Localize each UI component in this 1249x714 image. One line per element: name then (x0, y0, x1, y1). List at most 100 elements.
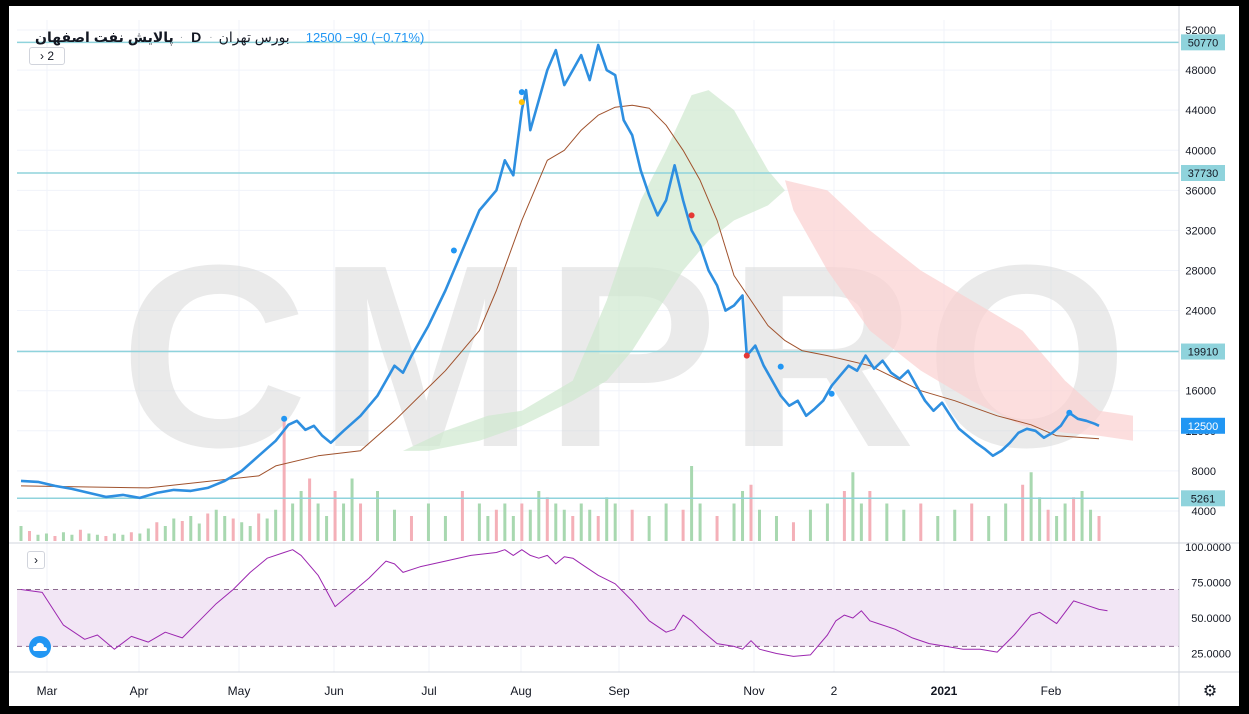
volume-bar (214, 509, 218, 541)
volume-bar (316, 503, 320, 541)
volume-bar (376, 491, 380, 541)
price-tick-label: 8000 (1192, 466, 1216, 478)
level-badge-label: 12500 (1188, 421, 1219, 433)
level-badge (1181, 490, 1225, 507)
time-tick-label: Apr (130, 684, 149, 698)
volume-bar (503, 503, 507, 541)
volume-bar (240, 522, 244, 541)
price-values: 12500 −90 (−0.71%) (306, 30, 425, 45)
price-tick-label: 16000 (1185, 386, 1216, 398)
signal-marker (450, 247, 457, 254)
signal-marker (518, 89, 525, 96)
volume-bar (36, 534, 40, 541)
volume-bar (732, 503, 736, 541)
volume-bar (664, 503, 668, 541)
volume-bar (248, 526, 252, 541)
symbol-name[interactable]: پالایش نفت اصفهان (35, 28, 174, 45)
volume-bar (698, 503, 702, 541)
timeframe-label[interactable]: D (191, 29, 202, 45)
volume-bar (842, 491, 846, 541)
volume-bar (112, 533, 116, 541)
volume-bar (936, 516, 940, 541)
volume-bar (630, 509, 634, 541)
signal-marker (688, 212, 695, 219)
time-tick-label: Sep (608, 684, 630, 698)
rsi-pane (9, 542, 1239, 657)
volume-bar (528, 509, 532, 541)
chevron-right-icon: › (39, 49, 44, 63)
volume-bar (1080, 491, 1084, 541)
volume-bar (426, 503, 430, 541)
volume-bar (953, 509, 957, 541)
volume-bar (1055, 516, 1059, 541)
volume-bar (189, 516, 193, 541)
time-tick-label: 2 (831, 684, 838, 698)
volume-bar (554, 503, 558, 541)
volume-bar (180, 521, 184, 541)
price-tick-label: 48000 (1185, 65, 1216, 77)
volume-bar (443, 516, 447, 541)
volume-bar (1004, 503, 1008, 541)
volume-bar (970, 503, 974, 541)
signal-marker (828, 390, 835, 397)
volume-bar (1029, 472, 1033, 541)
signal-marker (743, 352, 750, 359)
volume-bar (902, 509, 906, 541)
price-change: −90 (345, 29, 368, 45)
volume-bar (486, 516, 490, 541)
volume-bar (460, 491, 464, 541)
volume-bar (129, 532, 133, 541)
volume-bar (741, 491, 745, 541)
signal-marker (518, 99, 525, 106)
chart-area: CMPRO 52000 48000 44000 40000 36000 32000 2800… (9, 6, 1239, 706)
indicator-toggle-button[interactable]: › 2 (29, 47, 65, 65)
volume-bar (44, 533, 48, 541)
settings-gear-icon[interactable]: ⚙ (1202, 683, 1218, 700)
volume-bar (163, 526, 167, 541)
volume-bar (791, 522, 795, 541)
rsi-tick-label: 100.0000 (1185, 542, 1231, 554)
volume-bar (342, 503, 346, 541)
time-tick-label: Jul (421, 684, 436, 698)
chevron-right-icon: › (34, 553, 38, 567)
moving-average-line (20, 104, 1100, 489)
volume-bar (919, 503, 923, 541)
volume-bar (885, 503, 889, 541)
volume-bar (78, 529, 82, 541)
price-tick-label: 4000 (1192, 506, 1216, 518)
volume-bar (155, 522, 159, 541)
axes: 5200048000440004000036000320002800024000… (9, 6, 1239, 706)
volume-bar (605, 497, 609, 541)
price-line (20, 43, 1100, 500)
volume-bar (53, 536, 57, 541)
volume-bar (1089, 509, 1093, 541)
volume-bar (520, 503, 524, 541)
cloud-logo-icon[interactable] (29, 636, 51, 658)
volume-bar (138, 533, 142, 541)
horizontal-levels (17, 41, 1179, 500)
level-badge (1181, 34, 1225, 51)
time-tick-label: Mar (37, 684, 58, 698)
exchange-label: بورس تهران (218, 28, 290, 45)
volume-bar (987, 516, 991, 541)
separator-dot: · (209, 31, 213, 43)
volume-bar (825, 503, 829, 541)
volume-bar (681, 509, 685, 541)
cloud-bullish (402, 90, 785, 451)
volume-bar (70, 534, 74, 541)
volume-bar (511, 516, 515, 541)
volume-bar (647, 516, 651, 541)
chart-svg[interactable]: CMPRO 5200048000440004000036000320002800… (9, 6, 1239, 706)
rsi-line (20, 549, 1108, 657)
volume-bar (494, 509, 498, 541)
volume-bar (291, 503, 295, 541)
rsi-tick-label: 75.0000 (1191, 577, 1231, 589)
rsi-toggle-button[interactable]: › (27, 551, 45, 569)
price-tick-label: 52000 (1185, 25, 1216, 37)
ichimoku-cloud (402, 90, 1133, 451)
volume-bar (1063, 503, 1067, 541)
level-badge (1181, 417, 1225, 434)
volume-bar (104, 536, 108, 541)
price-lines (20, 43, 1100, 500)
